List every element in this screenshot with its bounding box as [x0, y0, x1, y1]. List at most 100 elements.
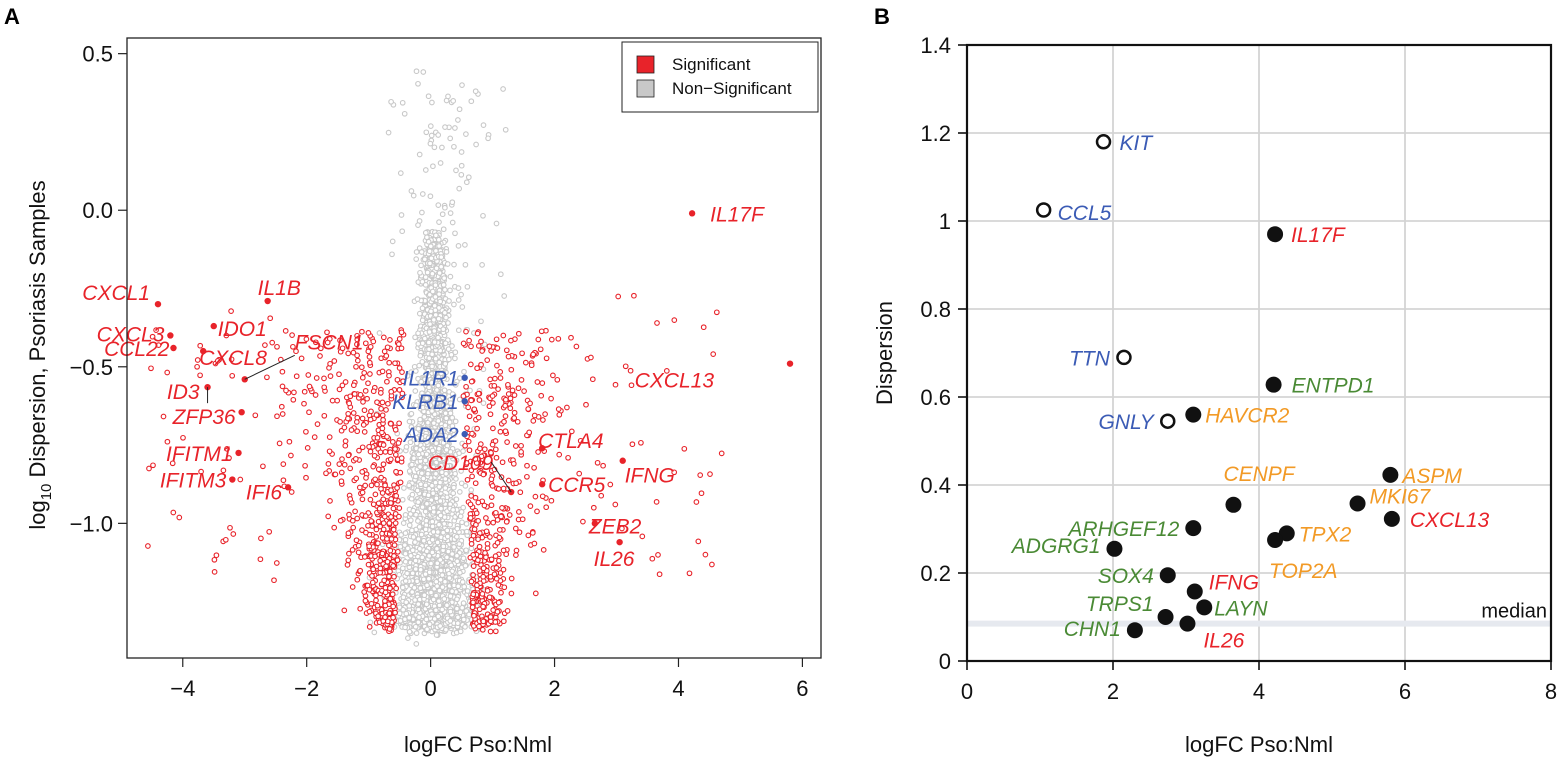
gene-point	[436, 219, 442, 225]
gene-point	[475, 499, 482, 506]
gene-point	[382, 589, 389, 596]
gene-point	[477, 441, 484, 447]
gene-point	[439, 572, 446, 578]
gene-point	[495, 486, 502, 492]
gene-point	[535, 336, 542, 343]
gene-point	[388, 487, 394, 493]
gene-point	[424, 269, 431, 276]
gene-point	[419, 209, 425, 216]
gene-point	[176, 514, 183, 521]
gene-point	[367, 371, 373, 377]
gene-point	[467, 501, 474, 508]
gene-point	[437, 298, 444, 305]
gene-point	[436, 521, 442, 528]
gene-point	[338, 478, 345, 485]
b-x-tick-label: 2	[1107, 679, 1119, 704]
gene-point	[429, 270, 436, 277]
gene-point	[430, 504, 437, 511]
gene-point	[342, 442, 349, 449]
gene-point	[463, 131, 469, 137]
gene-point	[470, 599, 476, 606]
gene-point	[365, 380, 371, 387]
gene-point	[380, 334, 387, 341]
gene-point	[507, 405, 514, 412]
gene-point	[363, 475, 369, 481]
gene-point	[386, 372, 392, 379]
gene-point	[345, 415, 351, 422]
gene-point	[500, 485, 507, 492]
gene-point	[525, 406, 532, 412]
gene-point	[489, 483, 496, 489]
labeled-gene-il1b: IL1B	[258, 277, 301, 305]
gene-dot	[229, 476, 236, 483]
panel-a-x-axis-label: logFC Pso:Nml	[404, 732, 552, 757]
gene-point	[502, 396, 509, 403]
gene-point	[353, 363, 359, 370]
gene-point	[394, 376, 401, 383]
gene-point	[403, 610, 410, 617]
gene-point	[413, 630, 420, 636]
gene-point	[388, 514, 394, 520]
gene-point	[481, 446, 488, 453]
gene-point	[489, 393, 496, 399]
labeled-gene-ada2: ADA2	[402, 424, 468, 447]
gene-point	[415, 451, 422, 458]
gene-point	[447, 287, 453, 294]
gene-point	[393, 493, 400, 499]
a-x-tick-label: 6	[796, 676, 808, 701]
gene-point	[416, 151, 423, 158]
gene-point	[435, 236, 442, 243]
gene-point	[371, 452, 378, 459]
gene-point	[490, 519, 497, 526]
gene-dot	[1186, 583, 1203, 600]
gene-point	[389, 439, 396, 445]
gene-point	[447, 521, 453, 528]
labeled-gene-klrb1: KLRB1	[392, 391, 468, 414]
legend-label-significant: Significant	[672, 55, 751, 74]
gene-dot	[235, 449, 242, 457]
gene-point	[702, 551, 709, 558]
a-x-tick-label: −4	[170, 676, 195, 701]
gene-point	[512, 525, 519, 532]
gene-point	[540, 547, 547, 553]
gene-point	[476, 543, 483, 550]
gene-label: IFNG	[625, 465, 675, 488]
gene-point	[279, 368, 286, 375]
gene-point	[392, 451, 399, 458]
gene-point	[458, 162, 465, 169]
gene-point	[279, 411, 286, 417]
gene-point	[211, 556, 218, 563]
gene-point	[519, 350, 525, 357]
gene-point	[476, 623, 482, 630]
gene-point	[446, 419, 453, 426]
gene-point	[273, 560, 280, 566]
gene-label: CXCL8	[199, 347, 267, 370]
gene-point	[353, 537, 360, 544]
gene-point	[385, 400, 391, 407]
gene-point	[366, 443, 372, 450]
gene-point	[499, 459, 506, 466]
gene-point	[540, 417, 546, 423]
gene-point	[345, 530, 352, 537]
gene-point	[403, 444, 410, 450]
gene-point	[419, 554, 426, 561]
gene-point	[432, 355, 439, 362]
gene-point	[298, 355, 305, 362]
gene-point	[501, 293, 508, 299]
gene-point	[325, 513, 332, 520]
gene-point	[451, 432, 457, 438]
gene-point	[462, 562, 469, 569]
gene-point	[503, 518, 510, 525]
gene-point	[386, 626, 393, 632]
gene-dot	[616, 538, 623, 546]
gene-point	[422, 282, 429, 288]
gene-point	[671, 317, 678, 323]
gene-point	[497, 369, 504, 375]
gene-point	[415, 222, 421, 228]
panel-b-x-axis: 0 2 4 6 8	[961, 661, 1557, 704]
gene-point	[471, 406, 478, 413]
b-y-tick-label: 1.2	[920, 121, 951, 146]
gene-label: CXCL13	[635, 370, 715, 393]
gene-point	[282, 328, 289, 334]
gene-point	[457, 569, 463, 576]
